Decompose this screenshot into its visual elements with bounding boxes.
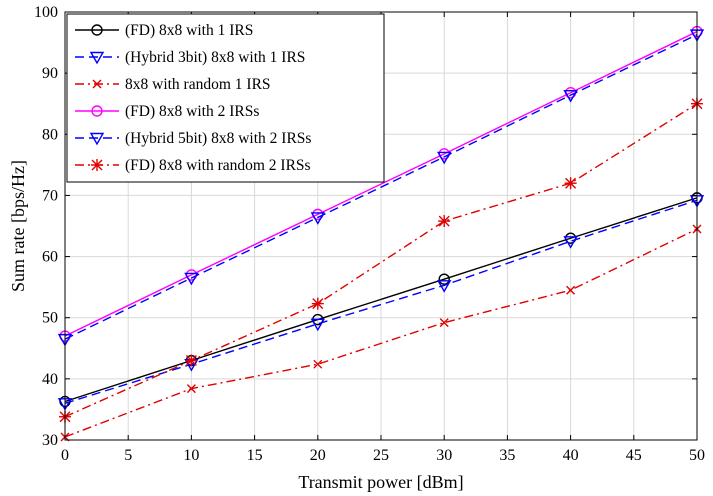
triangle-marker bbox=[89, 132, 105, 146]
data-point bbox=[91, 159, 103, 171]
y-tick-label: 80 bbox=[42, 126, 58, 143]
legend-item: (FD) 8x8 with 2 IRSs bbox=[75, 103, 259, 120]
legend-label: (FD) 8x8 with 1 IRS bbox=[125, 22, 253, 39]
series-line bbox=[64, 199, 698, 404]
y-tick-label: 60 bbox=[42, 249, 58, 266]
x-tick-label: 15 bbox=[247, 447, 263, 464]
legend: (FD) 8x8 with 1 IRS (Hybrid 3bit) 8x8 wit… bbox=[66, 13, 385, 183]
legend-item: (Hybrid 3bit) 8x8 with 1 IRS bbox=[75, 49, 305, 66]
data-point bbox=[89, 51, 105, 65]
series-5 bbox=[57, 29, 705, 347]
series-6 bbox=[59, 97, 703, 423]
data-point bbox=[564, 177, 577, 190]
data-point bbox=[436, 280, 452, 293]
data-point bbox=[311, 297, 324, 310]
data-point bbox=[185, 354, 198, 367]
data-point bbox=[313, 359, 323, 369]
circle-marker bbox=[91, 24, 103, 36]
triangle-marker bbox=[563, 89, 578, 103]
data-point bbox=[184, 272, 199, 286]
data-point bbox=[310, 212, 326, 225]
x-tick-label: 40 bbox=[563, 447, 579, 464]
plot-series bbox=[57, 25, 705, 442]
y-axis-label: Sum rate [bps/Hz] bbox=[8, 160, 28, 292]
triangle-marker bbox=[310, 318, 326, 332]
legend-item: (FD) 8x8 with 1 IRS bbox=[75, 22, 253, 39]
x-marker-stroke bbox=[439, 318, 449, 328]
data-point bbox=[91, 105, 103, 117]
y-tick-label: 90 bbox=[42, 65, 58, 82]
data-point bbox=[92, 79, 102, 89]
data-point bbox=[89, 132, 105, 146]
circle-marker bbox=[91, 105, 103, 117]
data-point bbox=[438, 273, 450, 285]
triangle-marker bbox=[436, 280, 452, 293]
triangle-marker bbox=[310, 212, 326, 225]
data-point bbox=[438, 215, 451, 228]
legend-item: (FD) 8x8 with random 2 IRSs bbox=[75, 157, 311, 174]
triangle-marker bbox=[184, 272, 199, 286]
x-tick-label: 50 bbox=[689, 447, 705, 464]
x-axis-label: Transmit power [dBm] bbox=[298, 472, 463, 492]
legend-label: 8x8 with random 1 IRS bbox=[125, 76, 271, 93]
x-tick-label: 10 bbox=[183, 447, 199, 464]
x-tick-label: 30 bbox=[436, 447, 452, 464]
x-tick-label: 5 bbox=[124, 447, 132, 464]
triangle-marker bbox=[563, 236, 578, 249]
series-line bbox=[64, 103, 698, 418]
legend-item: (Hybrid 5bit) 8x8 with 2 IRSs bbox=[75, 130, 311, 147]
series-line bbox=[64, 228, 698, 438]
data-point bbox=[439, 318, 449, 328]
legend-label: (Hybrid 5bit) 8x8 with 2 IRSs bbox=[125, 130, 311, 147]
triangle-marker bbox=[436, 151, 452, 165]
y-tick-label: 30 bbox=[42, 432, 58, 449]
triangle-marker bbox=[89, 51, 105, 65]
y-tick-label: 40 bbox=[42, 371, 58, 388]
data-point bbox=[310, 318, 326, 332]
legend-item: 8x8 with random 1 IRS bbox=[75, 76, 271, 93]
legend-label: (Hybrid 3bit) 8x8 with 1 IRS bbox=[125, 49, 305, 66]
series-line bbox=[64, 30, 698, 337]
x-tick-label: 25 bbox=[373, 447, 389, 464]
data-point bbox=[563, 236, 578, 249]
x-tick-label: 20 bbox=[310, 447, 326, 464]
data-point bbox=[436, 151, 452, 165]
x-tick-label: 0 bbox=[61, 447, 69, 464]
y-tick-label: 100 bbox=[34, 4, 58, 21]
x-marker-stroke bbox=[313, 359, 323, 369]
data-point bbox=[186, 384, 196, 394]
x-marker-stroke bbox=[566, 285, 576, 295]
legend-label: (FD) 8x8 with 2 IRSs bbox=[125, 103, 259, 120]
series-line bbox=[64, 33, 698, 340]
legend-box bbox=[66, 13, 385, 183]
series-line bbox=[64, 197, 698, 403]
data-point bbox=[91, 24, 103, 36]
x-tick-label: 45 bbox=[626, 447, 642, 464]
data-point bbox=[566, 285, 576, 295]
circle-marker bbox=[438, 273, 450, 285]
y-tick-label: 50 bbox=[42, 310, 58, 327]
data-point bbox=[563, 89, 578, 103]
axis-ticks: 0 5 10 15 20 25 30 35 40 45 50 30 40 50 60 70 80 90 100 bbox=[34, 4, 705, 464]
x-marker-stroke bbox=[92, 79, 102, 89]
x-marker-stroke bbox=[186, 384, 196, 394]
legend-label: (FD) 8x8 with random 2 IRSs bbox=[125, 157, 311, 174]
y-tick-label: 70 bbox=[42, 187, 58, 204]
x-tick-label: 35 bbox=[499, 447, 515, 464]
